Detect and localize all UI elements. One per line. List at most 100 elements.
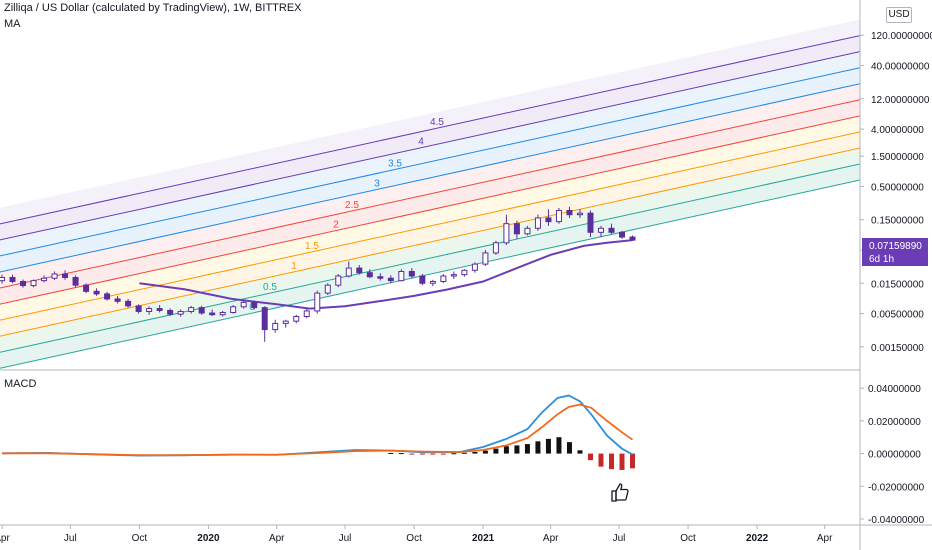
time-tick-label: Apr xyxy=(817,533,833,544)
candle-body xyxy=(41,277,48,282)
macd-histogram-bar xyxy=(566,442,572,454)
fib-line-0 xyxy=(0,179,860,369)
candle xyxy=(167,308,174,316)
candle xyxy=(461,269,468,277)
candle-body xyxy=(608,227,615,233)
macd-pane xyxy=(1,394,636,470)
candle xyxy=(219,310,226,317)
fib-label-4: 4 xyxy=(418,137,424,148)
candle xyxy=(83,283,90,294)
fib-band-4 xyxy=(0,35,860,240)
candle-body xyxy=(619,231,626,238)
time-tick-label: Oct xyxy=(680,533,696,544)
candle xyxy=(240,299,247,309)
candle xyxy=(30,279,37,288)
candle-body xyxy=(356,267,363,274)
candle xyxy=(345,261,352,278)
candle-body xyxy=(398,270,405,282)
fib-line-0.5 xyxy=(0,163,860,353)
candle-body xyxy=(209,312,216,316)
fib-band-1 xyxy=(0,131,860,337)
macd-histogram-bar xyxy=(535,441,541,454)
candle xyxy=(177,309,184,317)
last-price: 0.07159890 xyxy=(869,241,922,252)
fib-band-4.5 xyxy=(0,19,860,224)
candle-body xyxy=(104,293,111,300)
candle-body xyxy=(597,227,604,233)
thumb-up-icon[interactable] xyxy=(609,481,631,503)
candle-body xyxy=(167,309,174,315)
candle-body xyxy=(440,275,447,282)
time-tick-label: 2022 xyxy=(746,533,769,544)
candle-body xyxy=(513,223,520,235)
candle xyxy=(398,269,405,282)
macd-histogram-bar xyxy=(419,453,425,455)
candle xyxy=(366,269,373,279)
candle xyxy=(324,283,331,296)
fib-label-3: 3 xyxy=(374,178,380,189)
candle xyxy=(114,295,121,304)
candle-body xyxy=(251,301,258,309)
fib-label-3.5: 3.5 xyxy=(388,158,402,169)
candle xyxy=(566,206,573,218)
fib-label-2: 2 xyxy=(333,220,339,231)
candle-body xyxy=(377,276,384,279)
candle xyxy=(9,274,16,284)
candle xyxy=(471,262,478,273)
candle-body xyxy=(20,280,27,287)
time-tick-label: Apr xyxy=(543,533,559,544)
fib-label-1: 1 xyxy=(291,261,297,272)
fib-band-2 xyxy=(0,99,860,305)
time-tick-label: Jul xyxy=(64,533,77,544)
candle-body xyxy=(272,322,279,331)
candle xyxy=(41,275,48,283)
last-price-badge: 0.07159890 6d 1h xyxy=(862,238,928,266)
candle xyxy=(135,304,142,314)
candle xyxy=(482,250,489,267)
moving-average-line xyxy=(139,239,633,310)
candle xyxy=(20,279,27,288)
candle-body xyxy=(198,307,205,314)
candle xyxy=(251,300,258,310)
candle-body xyxy=(429,280,436,284)
candle xyxy=(272,319,279,333)
macd-tick-label: 0.02000000 xyxy=(868,417,921,428)
candle xyxy=(555,207,562,224)
candle-body xyxy=(156,308,163,311)
candle xyxy=(587,210,594,238)
candle xyxy=(419,273,426,286)
fib-band-0 xyxy=(0,163,860,369)
macd-histogram-bar xyxy=(388,452,394,454)
candle-body xyxy=(51,273,58,279)
candle xyxy=(356,265,363,275)
candle-body xyxy=(566,209,573,216)
price-tick-label: 0.50000000 xyxy=(871,182,924,193)
candle xyxy=(597,225,604,238)
candle-body xyxy=(503,223,510,244)
candle xyxy=(314,290,321,314)
candle xyxy=(450,271,457,280)
candle-body xyxy=(146,308,153,312)
time-tick-label: Oct xyxy=(406,533,422,544)
currency-badge[interactable]: USD xyxy=(886,7,912,23)
macd-histogram-bar xyxy=(430,453,436,455)
candle-body xyxy=(230,306,237,313)
candle xyxy=(576,209,583,218)
candle-body xyxy=(576,212,583,216)
price-tick-label: 0.01500000 xyxy=(871,279,924,290)
candle-body xyxy=(314,292,321,312)
candle-body xyxy=(282,320,289,324)
candle-body xyxy=(524,227,531,235)
fib-band-0.5 xyxy=(0,147,860,353)
candle-body xyxy=(450,274,457,277)
macd-histogram-bar xyxy=(398,453,404,455)
bar-countdown: 6d 1h xyxy=(869,254,895,265)
price-tick-label: 0.00500000 xyxy=(871,310,924,321)
candle xyxy=(608,223,615,234)
price-tick-label: 1.50000000 xyxy=(871,152,924,163)
candle xyxy=(188,305,195,314)
price-tick-label: 12.00000000 xyxy=(871,95,930,106)
candle-body xyxy=(545,217,552,223)
candle-body xyxy=(261,307,268,331)
candle xyxy=(429,279,436,287)
